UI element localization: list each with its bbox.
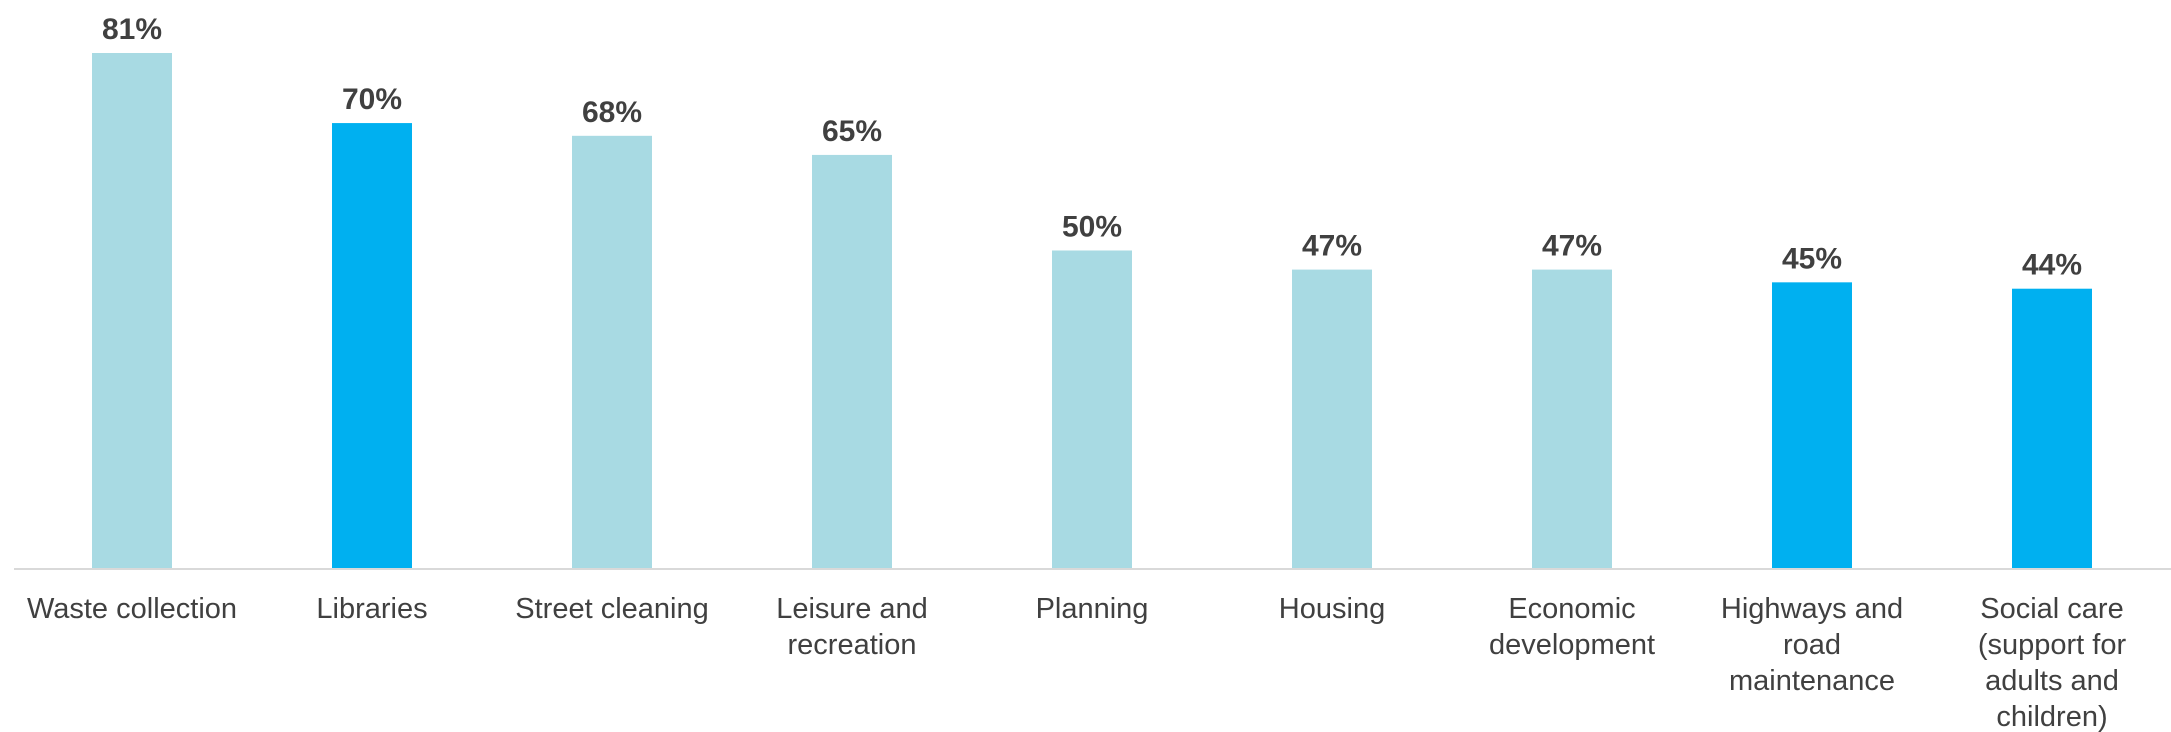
category-label-line: Street cleaning: [515, 593, 708, 625]
category-labels-group: Waste collection Libraries Street cleaning…: [27, 593, 2127, 732]
category-label-leisure-and-recreation: Leisure and recreation: [776, 593, 928, 661]
value-labels-group: 81% 70% 68% 65% 50% 47% 47% 45% 44%: [102, 13, 2082, 282]
bar-leisure-and-recreation: [812, 154, 892, 570]
category-label-line: recreation: [788, 629, 917, 661]
bars-group: [92, 53, 2092, 570]
category-label-line: development: [1489, 629, 1655, 661]
category-label-line: maintenance: [1729, 665, 1895, 697]
value-label-planning: 50%: [1062, 210, 1122, 243]
value-label-street-cleaning: 68%: [582, 96, 642, 129]
category-label-line: Housing: [1279, 593, 1385, 625]
bar-libraries: [332, 123, 412, 570]
category-label-line: adults and: [1985, 665, 2119, 697]
category-label-line: (support for: [1978, 629, 2127, 661]
bar-highways-and-road-maintenance: [1772, 282, 1852, 569]
bar-street-cleaning: [572, 135, 652, 569]
value-label-economic-development: 47%: [1542, 230, 1602, 263]
category-label-street-cleaning: Street cleaning: [515, 593, 708, 625]
category-label-line: Social care: [1980, 593, 2123, 625]
category-label-line: Highways and: [1721, 593, 1903, 625]
category-label-line: Economic: [1508, 593, 1635, 625]
value-label-housing: 47%: [1302, 230, 1362, 263]
category-label-line: Planning: [1036, 593, 1149, 625]
category-label-libraries: Libraries: [316, 593, 427, 625]
bar-planning: [1052, 250, 1132, 569]
bar-housing: [1292, 269, 1372, 569]
category-label-line: Libraries: [316, 593, 427, 625]
bar-economic-development: [1532, 269, 1612, 569]
bar-social-care-support-for-adults-and-children: [2012, 288, 2092, 569]
category-label-waste-collection: Waste collection: [27, 593, 237, 625]
category-label-line: children): [1996, 701, 2107, 732]
value-label-highways-and-road-maintenance: 45%: [1782, 242, 1842, 275]
category-label-line: Waste collection: [27, 593, 237, 625]
category-label-housing: Housing: [1279, 593, 1385, 625]
category-label-line: road: [1783, 629, 1841, 661]
value-label-libraries: 70%: [342, 83, 402, 116]
category-label-social-care-support-for-adults-and-children: Social care (support for adults and childre…: [1978, 593, 2127, 732]
value-label-leisure-and-recreation: 65%: [822, 115, 882, 148]
category-label-line: Leisure and: [776, 593, 928, 625]
category-label-economic-development: Economic development: [1489, 593, 1655, 661]
value-label-waste-collection: 81%: [102, 13, 162, 46]
category-label-highways-and-road-maintenance: Highways and road maintenance: [1721, 593, 1903, 697]
bar-waste-collection: [92, 53, 172, 569]
category-label-planning: Planning: [1036, 593, 1149, 625]
value-label-social-care-support-for-adults-and-children: 44%: [2022, 249, 2082, 282]
